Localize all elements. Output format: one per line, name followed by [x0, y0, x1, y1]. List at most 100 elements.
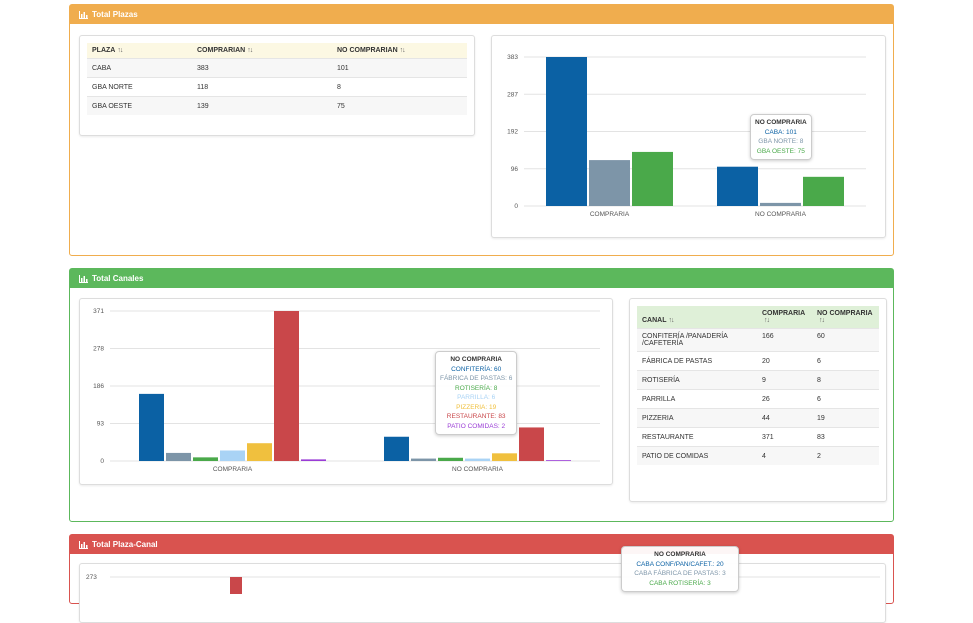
table-row: ROTISERÍA 9 8 [637, 370, 879, 390]
tooltip-title: NO COMPRARIA [450, 356, 502, 363]
bar [760, 202, 801, 206]
sort-icon[interactable]: ↑↓ [819, 317, 825, 324]
x-tick-label: COMPRARIA [213, 466, 253, 473]
y-tick-label: 0 [100, 458, 104, 465]
bar-chart-icon [79, 540, 88, 549]
table-row: PIZZERIA 44 19 [637, 408, 879, 428]
tooltip-line: PIZZERIA: 19 [456, 403, 497, 411]
bar [193, 457, 218, 461]
y-tick-label: 287 [507, 91, 518, 98]
tooltip-line: GBA OESTE: 75 [756, 147, 805, 155]
tooltip-title: NO COMPRARIA [755, 119, 807, 126]
sort-icon[interactable]: ↑↓ [399, 47, 406, 54]
table-row: GBA OESTE 139 75 [87, 96, 467, 115]
plazas-table: PLAZA ↑↓ COMPRARIAN ↑↓ NO COMPRARIAN ↑↓ CAB… [87, 43, 467, 115]
y-tick-label: 273 [86, 574, 97, 581]
tooltip-line: CABA FÁBRICA DE PASTAS: 3 [634, 570, 726, 577]
bar [166, 452, 191, 461]
y-tick-label: 0 [514, 203, 518, 210]
canales-chart-card: 0 93 186 278 371 COMPRARIA NO COMPRARIA NO COM… [79, 298, 613, 485]
x-tick-label: COMPRARIA [590, 211, 630, 218]
tooltip-line: CABA CONF/PAN/CAFET.: 20 [636, 560, 724, 568]
table-row: RESTAURANTE 371 83 [637, 427, 879, 447]
table-row: FÁBRICA DE PASTAS 20 6 [637, 351, 879, 371]
bar [546, 57, 587, 206]
y-tick-label: 371 [93, 308, 104, 315]
bar [220, 450, 245, 461]
sort-icon[interactable]: ↑↓ [117, 47, 123, 54]
canales-table: CANAL ↑↓ COMPRARIA ↑↓ NO COMPRARIA ↑↓ CONFI… [637, 306, 879, 465]
bar [301, 459, 326, 461]
panel-header-plazas: Total Plazas [70, 5, 893, 24]
bar [632, 151, 673, 206]
panel-title: Total Plaza-Canal [92, 540, 158, 549]
table-row: GBA NORTE 118 8 [87, 77, 467, 97]
bar [139, 393, 164, 461]
panel-total-plaza-canal: Total Plaza-Canal 273 NO COMPRARIA CABA … [69, 534, 894, 623]
bar [438, 457, 463, 461]
tooltip-title: NO COMPRARIA [654, 551, 706, 558]
chart-tooltip: NO COMPRARIA CABA CONF/PAN/CAFET.: 20 CA… [621, 546, 739, 592]
tooltip-line: GBA NORTE: 8 [758, 138, 804, 145]
canales-bar-chart: 0 93 186 278 371 COMPRARIA NO COMPRARIA [93, 308, 600, 473]
panel-total-plazas: Total Plazas PLAZA ↑↓ COMPRARIAN ↑↓ NO COM… [69, 4, 894, 256]
y-tick-label: 278 [93, 346, 104, 353]
panel-total-canales: Total Canales 0 93 186 278 371 COMPRARIA NO CO… [69, 268, 894, 522]
y-tick-label: 192 [507, 129, 518, 136]
sort-icon[interactable]: ↑↓ [668, 317, 675, 324]
tooltip-line: PARRILLA: 6 [457, 394, 496, 401]
col-header-plaza[interactable]: PLAZA ↑↓ [87, 43, 192, 59]
y-tick-label: 383 [507, 54, 518, 61]
bar [492, 453, 517, 461]
y-tick-label: 96 [511, 166, 519, 173]
bar [247, 443, 272, 461]
bar [411, 458, 436, 461]
tooltip-line: CABA ROTISERÍA: 3 [649, 579, 711, 587]
bar [589, 160, 630, 206]
sort-icon[interactable]: ↑↓ [764, 317, 770, 324]
bar-chart-icon [79, 274, 88, 283]
x-tick-label: NO COMPRARIA [755, 211, 807, 218]
panel-title: Total Plazas [92, 10, 138, 19]
y-tick-label: 93 [97, 421, 105, 428]
table-row: CABA 383 101 [87, 58, 467, 78]
x-tick-label: NO COMPRARIA [452, 466, 504, 473]
table-row: CONFITERÍA /PANADERÍA /CAFETERÍA 166 60 [637, 328, 879, 352]
panel-title: Total Canales [92, 274, 144, 283]
plaza-canal-chart-card: 273 [79, 563, 886, 623]
tooltip-line: CONFITERÍA: 60 [451, 365, 502, 373]
bar [465, 458, 490, 461]
plazas-bar-chart: 0 96 192 287 383 COMPRARIA NO COMPRARIA [507, 54, 866, 218]
col-header-comprarian[interactable]: COMPRARIAN ↑↓ [192, 43, 332, 59]
tooltip-line: PATIO COMIDAS: 2 [447, 422, 506, 430]
tooltip-line: ROTISERÍA: 8 [455, 384, 498, 392]
bar-chart-icon [79, 10, 88, 19]
y-tick-label: 186 [93, 383, 104, 390]
bar [519, 427, 544, 461]
col-header-no-compraria[interactable]: NO COMPRARIA ↑↓ [812, 306, 879, 329]
table-row: PARRILLA 26 6 [637, 389, 879, 409]
chart-tooltip: NO COMPRARIA CABA: 101 GBA NORTE: 8 GBA … [750, 114, 812, 160]
table-row: PATIO DE COMIDAS 4 2 [637, 446, 879, 465]
tooltip-line: FÁBRICA DE PASTAS: 6 [440, 375, 513, 382]
plazas-table-card: PLAZA ↑↓ COMPRARIAN ↑↓ NO COMPRARIAN ↑↓ CAB… [79, 35, 475, 136]
col-header-compraria[interactable]: COMPRARIA ↑↓ [757, 306, 812, 329]
col-header-canal[interactable]: CANAL ↑↓ [637, 306, 757, 329]
panel-header-canales: Total Canales [70, 269, 893, 288]
tooltip-line: RESTAURANTE: 83 [446, 413, 506, 420]
bar [274, 311, 299, 461]
chart-tooltip: NO COMPRARIA CONFITERÍA: 60 FÁBRICA DE P… [435, 351, 518, 435]
tooltip-line: CABA: 101 [764, 128, 797, 136]
col-header-no-comprarian[interactable]: NO COMPRARIAN ↑↓ [332, 43, 467, 59]
plazas-chart-card: 0 96 192 287 383 COMPRARIA NO COMPRARIA NO COM… [491, 35, 886, 238]
panel-header-plaza-canal: Total Plaza-Canal [70, 535, 893, 554]
sort-icon[interactable]: ↑↓ [247, 47, 253, 54]
bar [230, 577, 242, 597]
canales-table-card: CANAL ↑↓ COMPRARIA ↑↓ NO COMPRARIA ↑↓ CONFI… [629, 298, 887, 502]
table-header-row: CANAL ↑↓ COMPRARIA ↑↓ NO COMPRARIA ↑↓ [637, 306, 879, 329]
bar [717, 166, 758, 206]
bar [546, 460, 571, 461]
bar [384, 436, 409, 461]
table-header-row: PLAZA ↑↓ COMPRARIAN ↑↓ NO COMPRARIAN ↑↓ [87, 43, 467, 59]
bar [803, 176, 844, 206]
